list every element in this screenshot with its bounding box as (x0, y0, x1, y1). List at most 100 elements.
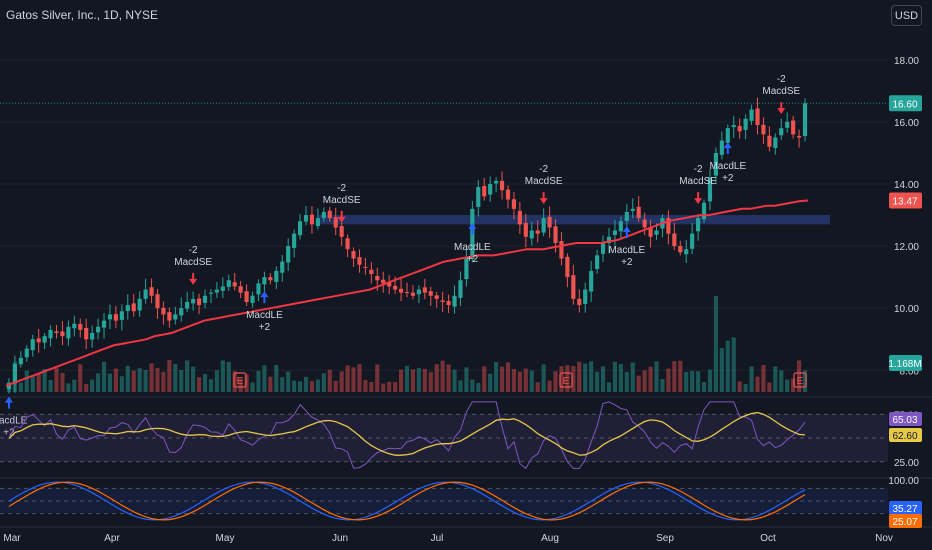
time-axis-label: May (216, 533, 235, 544)
volume-bar (357, 364, 362, 392)
signal-label: MacdSE (174, 257, 212, 268)
volume-bar (571, 365, 576, 392)
candle-body (90, 333, 95, 340)
volume-bar (696, 371, 701, 392)
candle-body (630, 208, 635, 211)
signal-qty: +2 (467, 254, 479, 265)
candle-body (119, 311, 124, 320)
volume-bar (167, 360, 172, 392)
volume-bar (256, 370, 261, 392)
price-axis-label: 18.00 (894, 56, 919, 67)
time-axis-label: Sep (656, 533, 674, 544)
candle-body (678, 245, 683, 253)
volume-bar (434, 364, 439, 392)
candle-body (476, 187, 481, 207)
volume-bar (464, 367, 469, 392)
last-price-badge: 16.60 (892, 99, 917, 110)
volume-bar (755, 376, 760, 392)
volume-bar (791, 378, 796, 392)
candle-body (791, 120, 796, 135)
volume-bar (309, 381, 315, 392)
volume-bar (618, 363, 623, 392)
signal-qty: -2 (777, 74, 786, 85)
volume-bar (589, 361, 594, 392)
volume-bar (672, 361, 677, 392)
candle-body (464, 258, 469, 280)
candle-body (398, 288, 404, 293)
candle-body (624, 211, 629, 221)
volume-bar (369, 382, 374, 392)
volume-bar (387, 381, 392, 392)
volume-bar (375, 364, 380, 392)
candle-body (381, 279, 386, 284)
currency-button[interactable]: USD (891, 5, 922, 26)
volume-bar (161, 371, 166, 392)
candle-body (155, 294, 160, 309)
volume-bar (428, 372, 433, 392)
volume-badge: 1.168M (888, 359, 921, 370)
candle-body (339, 225, 344, 237)
rsi-line (8, 401, 806, 470)
ema-badge-bg (889, 192, 922, 209)
signal-qty: +2 (3, 428, 15, 439)
time-axis-label: Jul (431, 533, 444, 544)
candle-body (327, 210, 332, 219)
volume-bar (713, 296, 718, 392)
candle-body (137, 298, 142, 311)
price-axis-label: 8.00 (900, 366, 920, 377)
candle-body (214, 289, 219, 293)
volume-bar (719, 347, 724, 392)
candle-body (458, 280, 463, 298)
candle-body (428, 291, 433, 296)
candle-body (309, 214, 315, 225)
candle-body (149, 287, 154, 296)
candle-body (553, 226, 558, 243)
signal-label: MacdLE (608, 245, 645, 256)
candle-body (713, 152, 718, 176)
candle-body (351, 251, 356, 259)
volume-bar (737, 381, 742, 392)
volume-bar (470, 379, 475, 392)
volume-bar (125, 365, 130, 392)
volume-bar (351, 367, 356, 392)
candle-body (404, 292, 410, 294)
volume-bar (416, 367, 421, 392)
candle-body (589, 270, 594, 292)
candle-body (767, 135, 772, 147)
candle-body (84, 327, 89, 340)
volume-bar (660, 379, 665, 392)
signal-label: MacdSE (323, 195, 361, 206)
candle-body (577, 298, 582, 306)
volume-bar (779, 370, 784, 392)
candle-body (583, 289, 588, 304)
candle-body (696, 218, 701, 232)
candle-body (701, 202, 707, 220)
candle-body (737, 125, 742, 132)
signal-qty: +2 (259, 322, 271, 333)
candle-body (202, 295, 208, 303)
candle-body (434, 295, 439, 299)
volume-bar (410, 369, 416, 392)
volume-bar (220, 360, 225, 392)
earnings-marker (233, 372, 247, 388)
volume-bar (802, 370, 808, 392)
price-axis-label: 10.00 (894, 304, 919, 315)
stoch-d-badge-bg (889, 514, 922, 528)
volume-bar (404, 365, 410, 392)
volume-bar (565, 365, 570, 392)
volume-bar (725, 340, 730, 392)
candle-body (482, 186, 487, 197)
ema-badge: 13.47 (892, 196, 917, 207)
candle-body (179, 308, 184, 316)
volume-bar (535, 382, 540, 392)
volume-bar (499, 366, 505, 392)
candle-body (18, 357, 23, 365)
candle-body (440, 300, 445, 302)
volume-bar (155, 367, 160, 392)
volume-bar (292, 380, 297, 392)
signal-label: MacdSE (525, 176, 563, 187)
resistance-zone (318, 215, 830, 225)
signal-label: MacdLE (454, 242, 491, 253)
signal-label: MacdSE (679, 176, 717, 187)
